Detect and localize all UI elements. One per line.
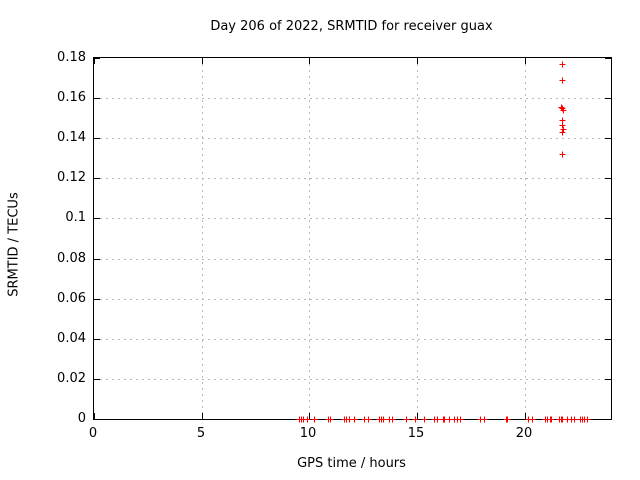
data-point-marker [351, 416, 358, 423]
data-point-marker [571, 416, 578, 423]
data-point-marker [389, 416, 396, 423]
data-point-marker [560, 126, 567, 133]
y-tick-label: 0.1 [65, 210, 86, 225]
data-point-marker [559, 61, 566, 68]
x-tick-label: 10 [299, 426, 317, 441]
data-points [296, 61, 591, 423]
data-point-marker [412, 416, 419, 423]
y-tick-label: 0.18 [57, 50, 86, 65]
data-point-marker [560, 107, 567, 114]
data-point-marker [365, 416, 372, 423]
data-point-marker [559, 77, 566, 84]
plot-canvas [94, 58, 611, 423]
data-point-marker [304, 416, 311, 423]
data-point-marker [403, 416, 410, 423]
x-tick-label: 0 [88, 426, 98, 441]
data-point-marker [559, 151, 566, 158]
y-tick-label: 0.14 [57, 130, 86, 145]
data-point-marker [457, 416, 464, 423]
y-tick-label: 0.04 [57, 331, 86, 346]
x-tick-label: 15 [407, 426, 425, 441]
data-point-marker [311, 416, 318, 423]
x-tick-label: 20 [515, 426, 533, 441]
data-point-marker [559, 129, 566, 136]
data-point-marker [380, 416, 387, 423]
data-point-marker [421, 416, 428, 423]
y-tick-label: 0 [77, 411, 86, 426]
y-tick-label: 0.08 [57, 251, 86, 266]
y-tick-label: 0.06 [57, 291, 86, 306]
data-point-marker [504, 416, 511, 423]
data-point-marker [529, 416, 536, 423]
data-point-marker [548, 416, 555, 423]
y-tick-label: 0.02 [57, 371, 86, 386]
axis-ticks [94, 58, 611, 420]
data-point-marker [584, 416, 591, 423]
data-point-marker [434, 416, 441, 423]
y-tick-label: 0.12 [57, 170, 86, 185]
x-axis-title: GPS time / hours [297, 456, 406, 471]
data-point-marker [481, 416, 488, 423]
y-axis-title: SRMTID / TECUs [6, 192, 22, 297]
y-tick-label: 0.16 [57, 90, 86, 105]
data-point-marker [559, 122, 566, 129]
x-tick-label: 5 [196, 426, 206, 441]
plot-area [93, 57, 612, 423]
chart-title: Day 206 of 2022, SRMTID for receiver gua… [210, 19, 493, 34]
data-point-marker [327, 416, 334, 423]
gridlines [94, 58, 611, 419]
